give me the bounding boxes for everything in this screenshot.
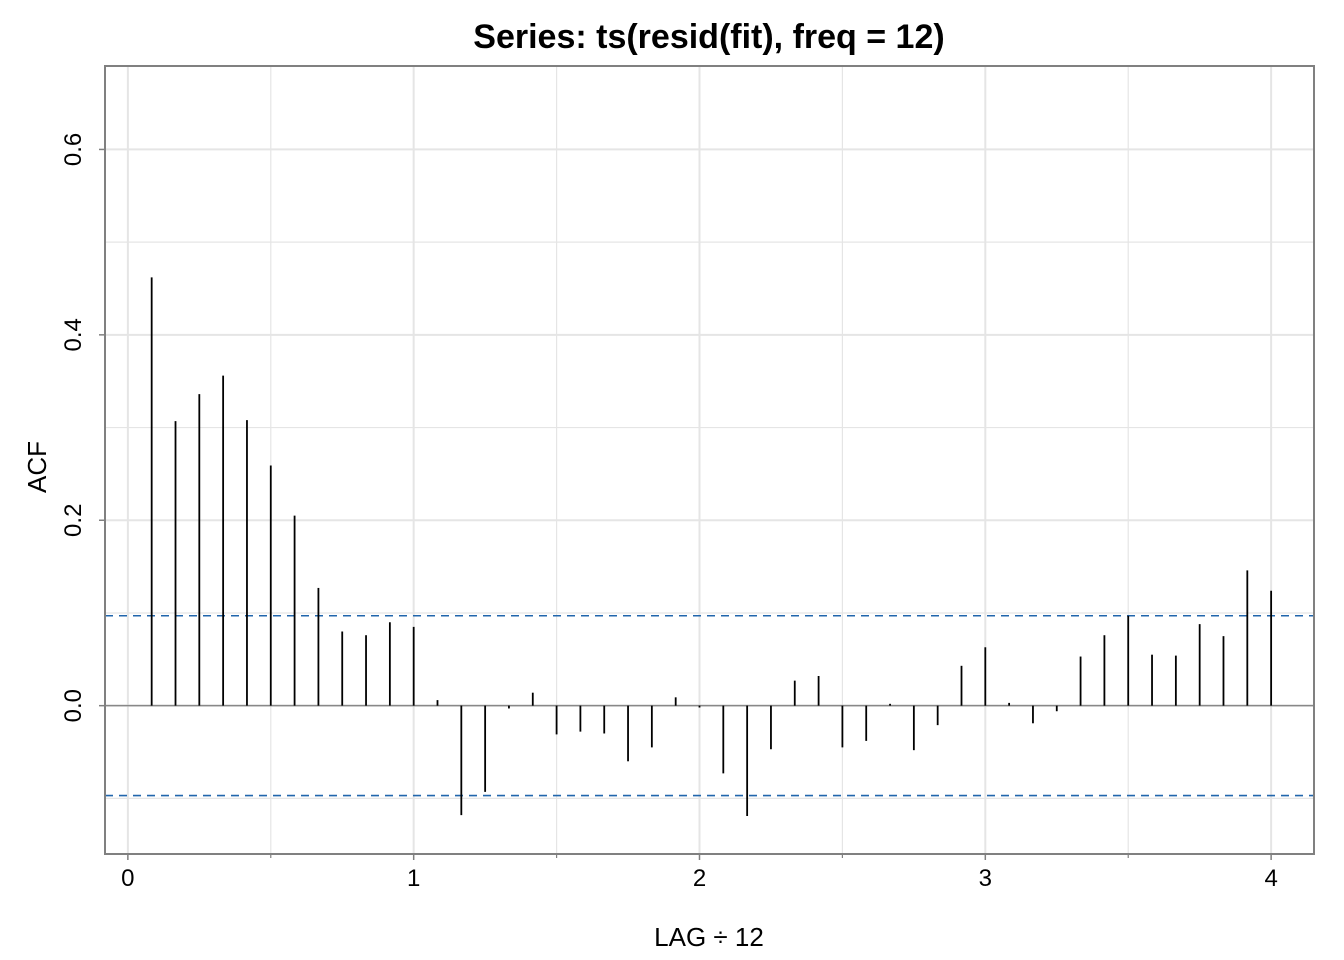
x-tick-label: 0 xyxy=(121,865,134,892)
x-tick-label: 3 xyxy=(979,865,992,892)
x-tick-label: 2 xyxy=(693,865,706,892)
y-tick-label: 0.0 xyxy=(60,689,87,722)
chart-title: Series: ts(resid(fit), freq = 12) xyxy=(473,18,944,56)
y-tick-label: 0.4 xyxy=(60,318,87,351)
x-axis-label: LAG ÷ 12 xyxy=(654,922,764,952)
confidence-band xyxy=(105,614,1314,797)
y-tick-label: 0.6 xyxy=(60,133,87,166)
y-tick-label: 0.2 xyxy=(60,504,87,537)
plot-frame xyxy=(104,65,1315,855)
x-tick-label: 1 xyxy=(407,865,420,892)
grid-lines xyxy=(105,66,1314,854)
y-axis-label: ACF xyxy=(22,441,52,493)
axes: 0 1 2 3 4 0.0 0.2 0.4 0.6 xyxy=(60,65,1315,892)
x-tick-label: 4 xyxy=(1264,865,1277,892)
acf-bars xyxy=(150,277,1273,816)
